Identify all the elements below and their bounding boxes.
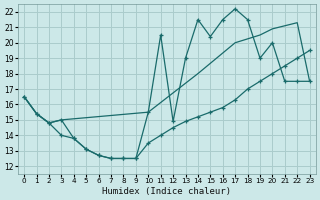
X-axis label: Humidex (Indice chaleur): Humidex (Indice chaleur) <box>102 187 231 196</box>
